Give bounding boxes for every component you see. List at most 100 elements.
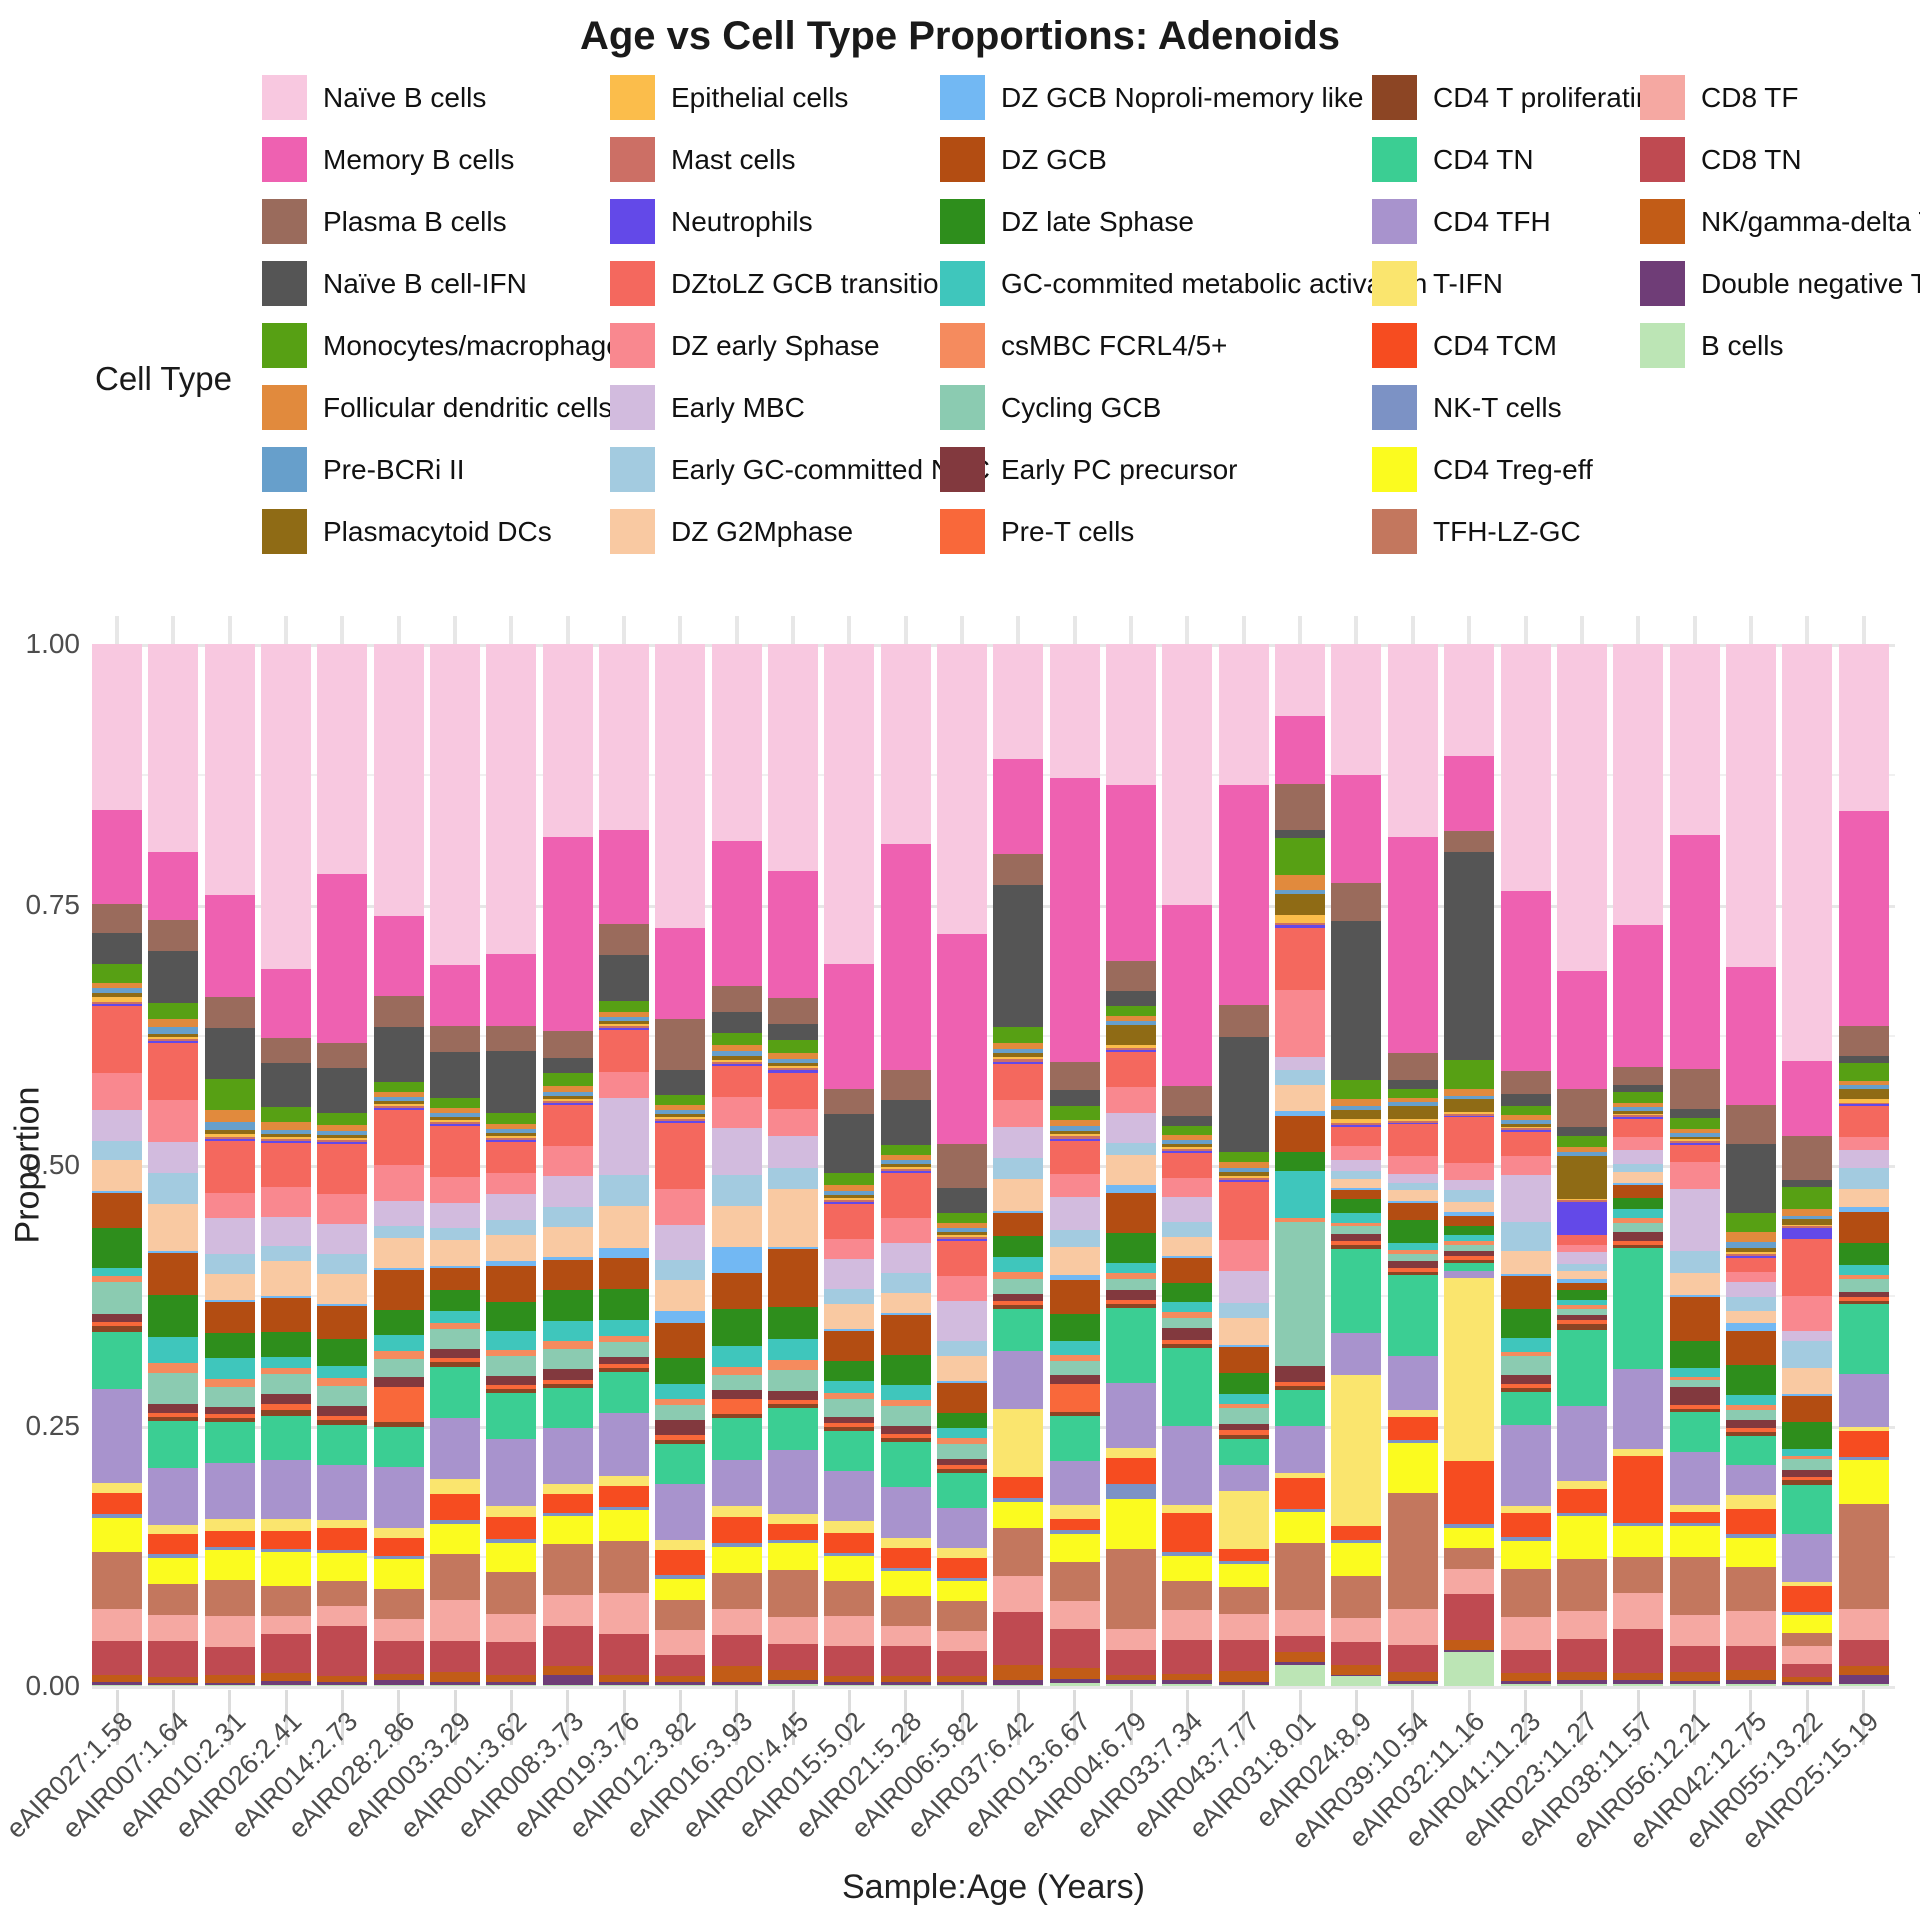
bar-segment: [542, 1666, 593, 1675]
bar-segment: [486, 1132, 537, 1137]
bar-segment: [1782, 1469, 1833, 1477]
bar-segment: [1106, 1683, 1157, 1686]
bar-segment: [373, 915, 424, 997]
stacked-bar: [1613, 644, 1664, 1686]
bar-segment: [1669, 1144, 1720, 1163]
bar-segment: [92, 997, 142, 1002]
legend-item: Cycling GCB: [940, 385, 1161, 430]
bar-segment: [1387, 1122, 1438, 1125]
legend-swatch-icon: [262, 261, 307, 306]
bar-segment: [1218, 1393, 1269, 1405]
bar-segment: [1838, 1297, 1889, 1301]
bar-segment: [1669, 644, 1720, 835]
stacked-bar: [148, 644, 199, 1686]
bar-segment: [711, 1128, 762, 1175]
bar-segment: [768, 1066, 819, 1069]
stacked-bar: [1782, 644, 1833, 1686]
bar-segment: [599, 1684, 650, 1686]
bar-segment: [768, 1024, 819, 1040]
bar-segment: [430, 1290, 481, 1311]
x-tick-mark: [1862, 1690, 1866, 1745]
bar-segment: [1838, 1167, 1889, 1190]
bar-segment: [204, 1682, 255, 1685]
bar-segment: [430, 1519, 481, 1524]
bar-segment: [430, 1361, 481, 1367]
bar-segment: [1106, 1629, 1157, 1650]
y-tick-label: 0.00: [25, 1670, 81, 1701]
stacked-bar: [1387, 644, 1438, 1686]
bar-segment: [317, 1141, 368, 1144]
legend-swatch-icon: [262, 509, 307, 554]
bar-segment: [1275, 874, 1326, 890]
bar-segment: [655, 1630, 706, 1656]
bar-segment: [880, 1438, 931, 1443]
bar-segment: [1049, 1518, 1100, 1530]
bar-segment: [937, 933, 988, 1144]
bar-segment: [1838, 1189, 1889, 1207]
bar-segment: [317, 1303, 368, 1306]
x-tick-mark: [453, 1690, 457, 1745]
bar-segment: [937, 1241, 988, 1277]
bar-segment: [1387, 1253, 1438, 1261]
h-gridline: [92, 1686, 1895, 1689]
bar-segment: [768, 1246, 819, 1249]
bar-segment: [261, 1551, 312, 1587]
bar-segment: [373, 1558, 424, 1590]
bar-segment: [1556, 1481, 1607, 1489]
bar-segment: [1725, 644, 1776, 968]
legend-item: Double negative T: [1640, 261, 1920, 306]
bar-segment: [430, 1177, 481, 1203]
bar-segment: [1162, 1556, 1213, 1581]
bar-segment: [1106, 1303, 1157, 1308]
bar-segment: [430, 1120, 481, 1123]
bar-segment: [1669, 1250, 1720, 1273]
bar-segment: [1275, 1472, 1326, 1479]
bar-segment: [1106, 1279, 1157, 1290]
bar-segment: [486, 1140, 537, 1143]
bar-segment: [1613, 1111, 1664, 1114]
bar-segment: [1725, 1253, 1776, 1256]
legend-item: CD4 T proliferating: [1372, 75, 1667, 120]
bar-segment: [1669, 1376, 1720, 1381]
bar-segment: [599, 1675, 650, 1682]
bar-segment: [1838, 1292, 1889, 1298]
bar-segment: [1444, 1594, 1495, 1640]
bar-segment: [1444, 1523, 1495, 1528]
bar-segment: [937, 1383, 988, 1414]
bar-segment: [261, 1615, 312, 1634]
legend-swatch-icon: [1372, 75, 1417, 120]
bar-segment: [824, 1304, 875, 1330]
bar-segment: [880, 1243, 931, 1274]
bar-segment: [1838, 1264, 1889, 1276]
bar-segment: [1782, 1208, 1833, 1216]
bar-segment: [542, 1383, 593, 1388]
x-tick-mark: [1016, 1690, 1020, 1745]
bar-segment: [1838, 1102, 1889, 1105]
bar-segment: [1782, 1632, 1833, 1647]
bar-segment: [1838, 1088, 1889, 1100]
bar-segment: [599, 1024, 650, 1027]
bar-segment: [1669, 1162, 1720, 1189]
bar-segment: [1500, 1119, 1551, 1124]
bar-segment: [486, 1142, 537, 1174]
bar-segment: [1331, 1119, 1382, 1124]
bar-segment: [373, 1684, 424, 1686]
bar-segment: [1049, 1136, 1100, 1139]
bar-segment: [1725, 1428, 1776, 1432]
bar-segment: [317, 1528, 368, 1551]
bar-segment: [1613, 1557, 1664, 1594]
bar-segment: [937, 1235, 988, 1238]
legend-label: Plasma B cells: [323, 205, 507, 237]
legend-label: CD4 TN: [1433, 143, 1534, 175]
bar-segment: [148, 920, 199, 952]
bar-segment: [148, 1682, 199, 1685]
bar-segment: [1556, 1329, 1607, 1406]
bar-segment: [768, 644, 819, 871]
bar-segment: [1444, 1216, 1495, 1227]
bar-segment: [1669, 1505, 1720, 1513]
bar-segment: [261, 1415, 312, 1461]
bar-segment: [1275, 1116, 1326, 1153]
bar-segment: [880, 1385, 931, 1401]
bar-segment: [1782, 1459, 1833, 1470]
legend-swatch-icon: [1640, 323, 1685, 368]
